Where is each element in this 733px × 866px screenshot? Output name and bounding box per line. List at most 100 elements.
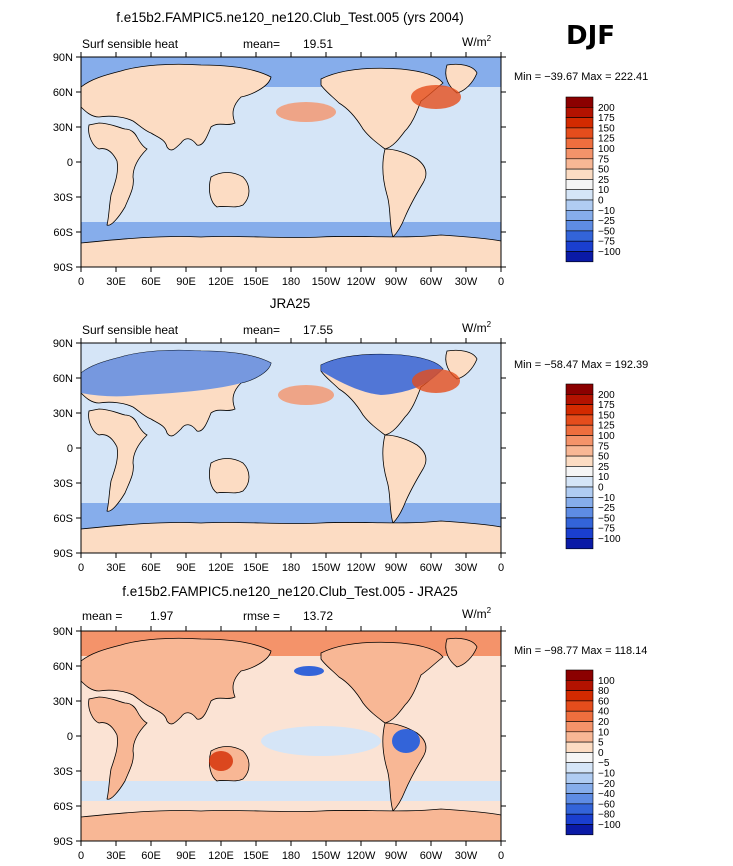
colorbar-label: 200 — [598, 103, 615, 114]
panel-1-map — [80, 342, 502, 554]
colorbar-label: −50 — [598, 226, 615, 237]
colorbar-label: 125 — [598, 134, 615, 145]
panel-0-axes: 90N 60N 30N 0 30S 60S 90S 0 30E 60E 90E 120E 150E 180… — [53, 52, 506, 288]
panel-0-lat-label: 60S — [53, 227, 73, 239]
colorbar-box — [565, 240, 594, 252]
panel-2-lon-label: 120E — [208, 850, 234, 862]
panel-0-lon-label: 120E — [208, 276, 234, 288]
panel-2-lat-label: 30N — [53, 696, 73, 708]
panel-0-lon-label: 90W — [385, 276, 408, 288]
colorbar-label: 100 — [598, 676, 615, 687]
panel-0-lon-label: 180 — [282, 276, 300, 288]
panel-0-lon-label: 30W — [455, 276, 478, 288]
colorbar-label: −25 — [598, 216, 615, 227]
colorbar-box — [565, 700, 594, 712]
panel-1-gulfstream — [412, 369, 460, 393]
panel-2-amazon-anomaly — [392, 729, 420, 753]
colorbar-label: −80 — [598, 810, 615, 821]
colorbar-box — [565, 127, 594, 139]
panel-1-lon-label: 0 — [78, 562, 84, 574]
panel-1-lon-label: 180 — [282, 562, 300, 574]
panel-1-lat-label: 60N — [53, 373, 73, 385]
panel-2-lon-label: 30W — [455, 850, 478, 862]
colorbar-box — [565, 220, 594, 232]
colorbar-label: −100 — [598, 820, 621, 831]
panel-1: JRA25 Surf sensible heat mean= 17.55 W/m… — [80, 296, 648, 554]
panel-0: f.e15b2.FAMPIC5.ne120_ne120.Club_Test.00… — [80, 10, 648, 268]
panel-1-units: W/m2 — [462, 320, 492, 335]
panel-2-units: W/m2 — [462, 606, 492, 621]
colorbar-label: 60 — [598, 696, 610, 707]
panel-0-lon-label: 30E — [106, 276, 126, 288]
panel-1-title: JRA25 — [270, 296, 311, 311]
colorbar-box — [565, 199, 594, 211]
colorbar-label: −100 — [598, 534, 621, 545]
colorbar-box — [565, 517, 594, 529]
colorbar-box — [565, 803, 594, 815]
panel-0-lon-label: 60E — [141, 276, 161, 288]
panel-1-lon-label: 90E — [176, 562, 196, 574]
panel-1-lat-label: 90N — [53, 338, 73, 350]
colorbar-label: −20 — [598, 779, 615, 790]
colorbar-box — [565, 107, 594, 118]
colorbar-box — [565, 669, 594, 681]
colorbar-box — [565, 148, 594, 160]
panel-1-lon-label: 30W — [455, 562, 478, 574]
panel-2-lon-label: 30E — [106, 850, 126, 862]
panel-2-southern-band — [81, 781, 501, 801]
colorbar-label: 50 — [598, 165, 610, 176]
panel-1-lon-label: 90W — [385, 562, 408, 574]
colorbar-box — [565, 230, 594, 242]
colorbar-label: 20 — [598, 717, 610, 728]
panel-2-lat-label: 30S — [53, 766, 73, 778]
panel-1-lon-label: 150E — [243, 562, 269, 574]
colorbar-label: 40 — [598, 707, 610, 718]
panel-0-lat-label: 30S — [53, 192, 73, 204]
colorbar-box — [565, 455, 594, 467]
colorbar-box — [565, 752, 594, 764]
colorbar-label: 25 — [598, 175, 610, 186]
colorbar-label: 0 — [598, 483, 604, 494]
panel-2-lon-label: 150E — [243, 850, 269, 862]
colorbar-box — [565, 721, 594, 733]
panel-1-lat-label: 60S — [53, 513, 73, 525]
colorbar-label: 150 — [598, 123, 615, 134]
panel-1-axes: 90N 60N 30N 0 30S 60S 90S 0 30E 60E 90E 120E 150E 180… — [53, 338, 506, 574]
season-label: DJF — [566, 21, 615, 51]
colorbar-label: −50 — [598, 513, 615, 524]
colorbar-box — [565, 497, 594, 508]
panel-2-title: f.e15b2.FAMPIC5.ne120_ne120.Club_Test.00… — [122, 584, 457, 599]
panel-2-stat2-value: 13.72 — [303, 609, 333, 623]
colorbar-box — [565, 210, 594, 221]
colorbar-box — [565, 783, 594, 794]
panel-2-axes: 90N 60N 30N 0 30S 60S 90S 0 30E 60E 90E 120E 150E 180… — [53, 626, 506, 862]
panel-0-lon-label: 0 — [498, 276, 504, 288]
panel-2-lat-label: 90N — [53, 626, 73, 638]
panel-2-lon-label: 90E — [176, 850, 196, 862]
panel-1-lon-label: 60W — [420, 562, 443, 574]
panel-2-lon-label: 120W — [347, 850, 376, 862]
colorbar-box — [565, 680, 594, 691]
colorbar-box — [565, 476, 594, 488]
colorbar-label: 75 — [598, 154, 610, 165]
colorbar-label: 10 — [598, 727, 610, 738]
panel-0-lon-label: 60W — [420, 276, 443, 288]
colorbar-box — [565, 445, 594, 457]
panel-0-left-label: Surf sensible heat — [82, 37, 179, 51]
colorbar-box — [565, 813, 594, 825]
panel-0-lon-label: 150W — [312, 276, 341, 288]
panel-2-lon-label: 0 — [498, 850, 504, 862]
colorbar-box — [565, 486, 594, 498]
colorbar-label: −75 — [598, 237, 615, 248]
panel-1-minmax: Min = −58.47 Max = 192.39 — [514, 359, 648, 371]
colorbar-box — [565, 251, 594, 263]
colorbar-box — [565, 793, 594, 805]
panel-2-kuroshio-anomaly — [294, 666, 324, 676]
panel-0-stat-value: 19.51 — [303, 37, 333, 51]
colorbar-box — [565, 424, 594, 436]
colorbar-label: 0 — [598, 196, 604, 207]
colorbar-box — [565, 158, 594, 170]
panel-2-lon-label: 60E — [141, 850, 161, 862]
colorbar-box — [565, 466, 594, 478]
